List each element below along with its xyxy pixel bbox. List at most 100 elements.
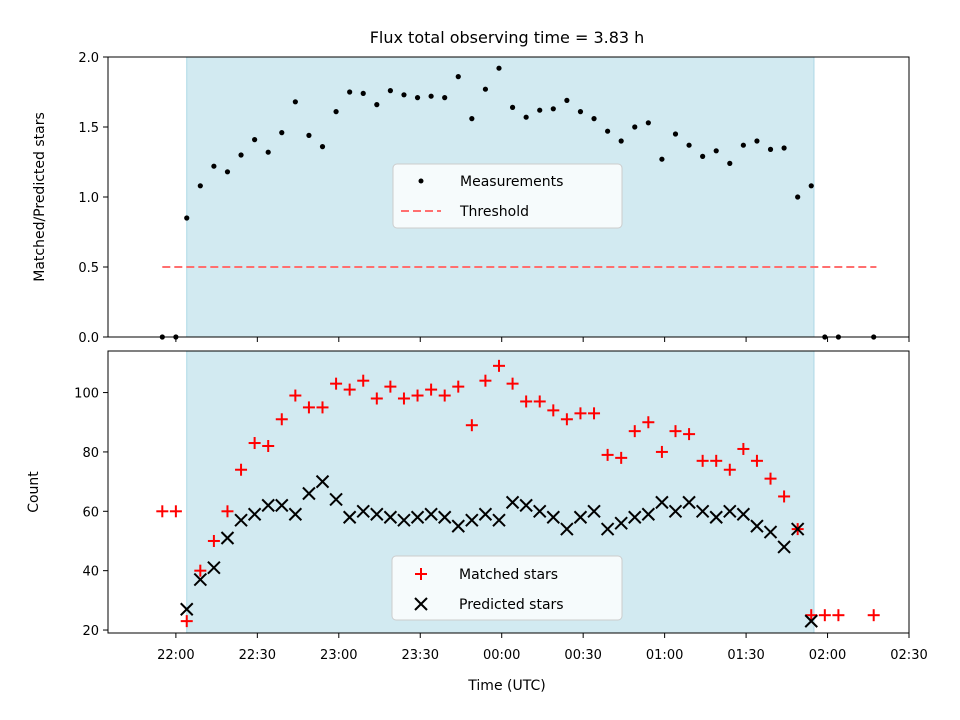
- measurement-point: [754, 138, 760, 144]
- matched-star-point: [723, 463, 736, 476]
- matched-star-point: [601, 448, 614, 461]
- measurement-point: [292, 99, 298, 105]
- measurement-point: [632, 124, 638, 130]
- predicted-star-point: [329, 492, 343, 507]
- measurement-point: [428, 93, 434, 99]
- matched-star-point: [805, 609, 818, 622]
- measurement-point: [482, 86, 489, 92]
- measurement-point: [414, 95, 421, 101]
- matched-star-point: [207, 534, 220, 547]
- predicted-star-point: [397, 513, 411, 527]
- matched-star-point: [778, 490, 791, 503]
- measurement-point: [224, 169, 231, 175]
- measurement-point: [740, 142, 746, 148]
- ratio-y-tick-label: 1.5: [78, 121, 99, 136]
- measurement-point: [387, 88, 393, 94]
- matched-star-point: [357, 374, 370, 387]
- predicted-star-point: [668, 504, 683, 519]
- predicted-star-point: [614, 516, 628, 530]
- measurement-point: [577, 109, 584, 115]
- measurement-point: [564, 97, 570, 103]
- matched-star-point: [506, 377, 519, 390]
- matched-star-point: [438, 389, 451, 402]
- predicted-star-point: [302, 486, 316, 501]
- matched-star-point: [764, 472, 777, 485]
- predicted-star-point: [587, 504, 601, 519]
- matched-star-point: [655, 445, 668, 458]
- measurement-point: [455, 74, 461, 80]
- predicted-star-point: [342, 510, 357, 524]
- predicted-star-point: [478, 507, 493, 521]
- x-tick-label: 02:00: [809, 648, 846, 663]
- matched-star-point: [289, 389, 302, 402]
- measurement-point: [686, 142, 692, 148]
- ratio-panel: 0.00.51.01.52.0 Matched/Predicted stars …: [32, 51, 910, 346]
- measurement-point: [808, 183, 814, 189]
- predicted-star-point: [315, 474, 330, 489]
- matched-star-point: [750, 454, 763, 467]
- ratio-legend-box: [392, 163, 623, 229]
- x-tick-label: 00:00: [483, 648, 520, 663]
- ratio-y-tick-label: 2.0: [78, 51, 99, 66]
- predicted-star-point: [628, 510, 642, 524]
- matched-star-point: [248, 437, 261, 450]
- measurement-point: [265, 149, 271, 155]
- predicted-star-point: [750, 519, 764, 533]
- matched-star-point: [492, 359, 505, 372]
- count-legend: Matched stars Predicted stars: [391, 555, 623, 621]
- measurement-point: [469, 116, 475, 122]
- measurement-point: [306, 132, 312, 138]
- x-tick-label: 01:30: [727, 648, 764, 663]
- matched-star-point: [275, 413, 288, 426]
- matched-star-point: [696, 454, 709, 467]
- measurement-point: [442, 95, 448, 101]
- count-legend-box: [391, 555, 623, 621]
- measurement-point: [184, 215, 190, 221]
- matched-star-point: [180, 615, 193, 628]
- x-tick-label: 22:30: [239, 648, 276, 663]
- predicted-star-point: [682, 495, 696, 510]
- matched-star-point: [479, 374, 492, 387]
- predicted-star-point: [790, 522, 805, 536]
- predicted-star-point: [573, 510, 588, 524]
- matched-star-point: [370, 392, 383, 405]
- measurement-point: [360, 90, 366, 96]
- legend-threshold-label: Threshold: [459, 204, 529, 220]
- matched-star-point: [818, 609, 831, 622]
- measurement-point: [279, 130, 285, 136]
- predicted-star-point: [695, 504, 710, 519]
- predicted-star-point: [383, 510, 398, 524]
- predicted-star-point: [709, 510, 723, 524]
- matched-star-point: [867, 609, 880, 622]
- x-tick-label: 01:00: [646, 648, 683, 663]
- legend-predicted-label: Predicted stars: [459, 597, 564, 613]
- predicted-star-point: [492, 513, 506, 527]
- count-y-axis-label: Count: [26, 471, 42, 513]
- matched-star-point: [330, 377, 343, 390]
- matched-star-point: [574, 407, 587, 420]
- predicted-star-point: [451, 519, 465, 533]
- measurement-point: [319, 144, 326, 150]
- x-tick-label: 00:30: [564, 648, 601, 663]
- predicted-star-point: [655, 495, 669, 510]
- measurement-point: [618, 138, 624, 144]
- legend-matched-marker: [415, 568, 427, 580]
- predicted-star-point: [220, 531, 235, 545]
- matched-star-point: [615, 451, 628, 464]
- legend-matched-label: Matched stars: [459, 567, 558, 583]
- matched-star-point: [302, 401, 315, 414]
- predicted-star-point: [275, 498, 289, 513]
- measurement-point: [537, 107, 543, 113]
- ratio-y-tick-label: 0.0: [78, 331, 99, 346]
- count-y-tick-label: 40: [82, 565, 99, 580]
- matched-star-point: [156, 505, 169, 518]
- measurement-point: [713, 148, 719, 154]
- measurement-point: [767, 146, 774, 152]
- predicted-star-point: [519, 498, 533, 513]
- measurement-point: [645, 120, 651, 126]
- predicted-star-point: [641, 507, 656, 521]
- predicted-star-point: [247, 507, 262, 521]
- measurement-point: [700, 153, 706, 159]
- predicted-star-point: [763, 525, 778, 539]
- count-panel: 22:00 22:30 23:00 23:30 00:00 00:30 01:00 01:30…: [26, 350, 928, 694]
